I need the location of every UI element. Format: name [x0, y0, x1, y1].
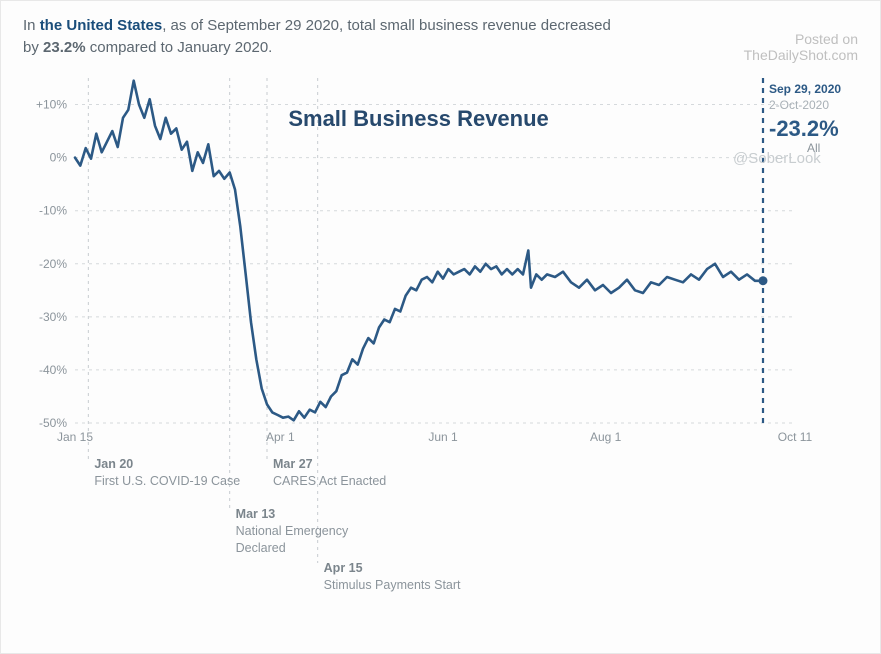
summary-pct: 23.2% — [43, 39, 86, 56]
sidebar-date2: 2-Oct-2020 — [769, 98, 829, 112]
event-annotation: Apr 15Stimulus Payments Start — [324, 560, 461, 594]
event-date: Jan 20 — [94, 456, 240, 473]
summary-text: In the United States, as of September 29… — [23, 15, 613, 59]
sidebar-date: Sep 29, 2020 — [769, 82, 841, 96]
x-axis-label: Aug 1 — [590, 430, 622, 444]
event-annotation: Mar 13National Emergency Declared — [236, 506, 386, 557]
event-label: National Emergency Declared — [236, 524, 349, 555]
event-date: Mar 27 — [273, 456, 386, 473]
y-axis-label: -20% — [39, 257, 67, 271]
event-annotation: Mar 27CARES Act Enacted — [273, 456, 386, 490]
event-date: Mar 13 — [236, 506, 386, 523]
event-date: Apr 15 — [324, 560, 461, 577]
event-label: Stimulus Payments Start — [324, 578, 461, 592]
watermark-soberlook: @SoberLook — [733, 150, 821, 167]
x-axis-label: Oct 11 — [778, 430, 813, 444]
event-label: First U.S. COVID-19 Case — [94, 474, 240, 488]
summary-prefix: In — [23, 17, 40, 34]
summary-location: the United States — [40, 17, 163, 34]
y-axis-label: -40% — [39, 363, 67, 377]
watermark-block: Posted on TheDailyShot.com — [744, 31, 858, 63]
chart-title: Small Business Revenue — [288, 106, 548, 132]
y-axis-label: -30% — [39, 310, 67, 324]
watermark-source: TheDailyShot.com — [744, 47, 858, 63]
event-label: CARES Act Enacted — [273, 474, 386, 488]
endpoint-dot — [759, 276, 768, 285]
x-axis-label: Jun 1 — [428, 430, 458, 444]
y-axis-label: -10% — [39, 204, 67, 218]
summary-suffix: compared to January 2020. — [86, 39, 273, 56]
x-axis-label: Apr 1 — [266, 430, 295, 444]
watermark-posted: Posted on — [744, 31, 858, 47]
event-annotation: Jan 20First U.S. COVID-19 Case — [94, 456, 240, 490]
y-axis-label: 0% — [50, 151, 68, 165]
y-axis-label: -50% — [39, 416, 67, 430]
sidebar-value: -23.2% — [769, 116, 839, 141]
y-axis-label: +10% — [36, 98, 67, 112]
